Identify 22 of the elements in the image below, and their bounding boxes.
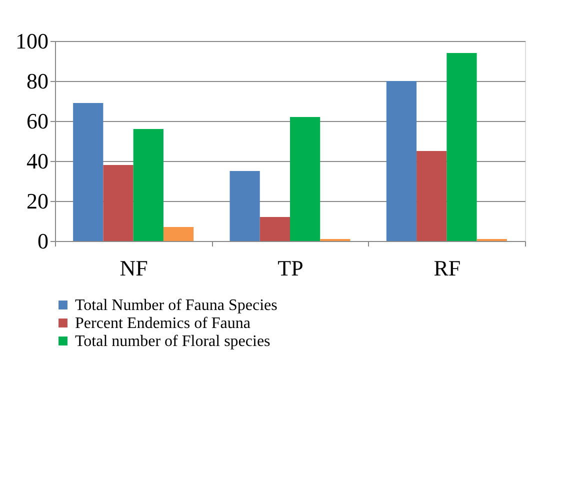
- y-tick-label: 20: [26, 188, 48, 214]
- bar: [230, 171, 260, 241]
- y-tick-label: 60: [26, 108, 48, 134]
- x-tick-label: TP: [278, 256, 304, 280]
- x-tick-label: RF: [434, 256, 461, 280]
- bar: [416, 151, 447, 241]
- bar: [446, 53, 477, 241]
- bar: [260, 217, 290, 241]
- bar: [386, 81, 417, 241]
- bar: [73, 103, 104, 241]
- x-tick-label: NF: [120, 256, 148, 280]
- y-tick-label: 0: [38, 228, 48, 254]
- bar: [103, 165, 134, 241]
- legend-label: Percent Endemics of Fauna: [75, 315, 250, 332]
- y-tick-label: 100: [16, 28, 48, 54]
- bar: [133, 129, 164, 241]
- y-tick-label: 40: [26, 148, 48, 174]
- legend-label: Total Number of Fauna Species: [75, 297, 278, 314]
- bar: [163, 227, 194, 241]
- legend-label: Total number of Floral species: [75, 333, 270, 350]
- bar: [290, 117, 320, 241]
- y-tick-label: 80: [26, 68, 48, 94]
